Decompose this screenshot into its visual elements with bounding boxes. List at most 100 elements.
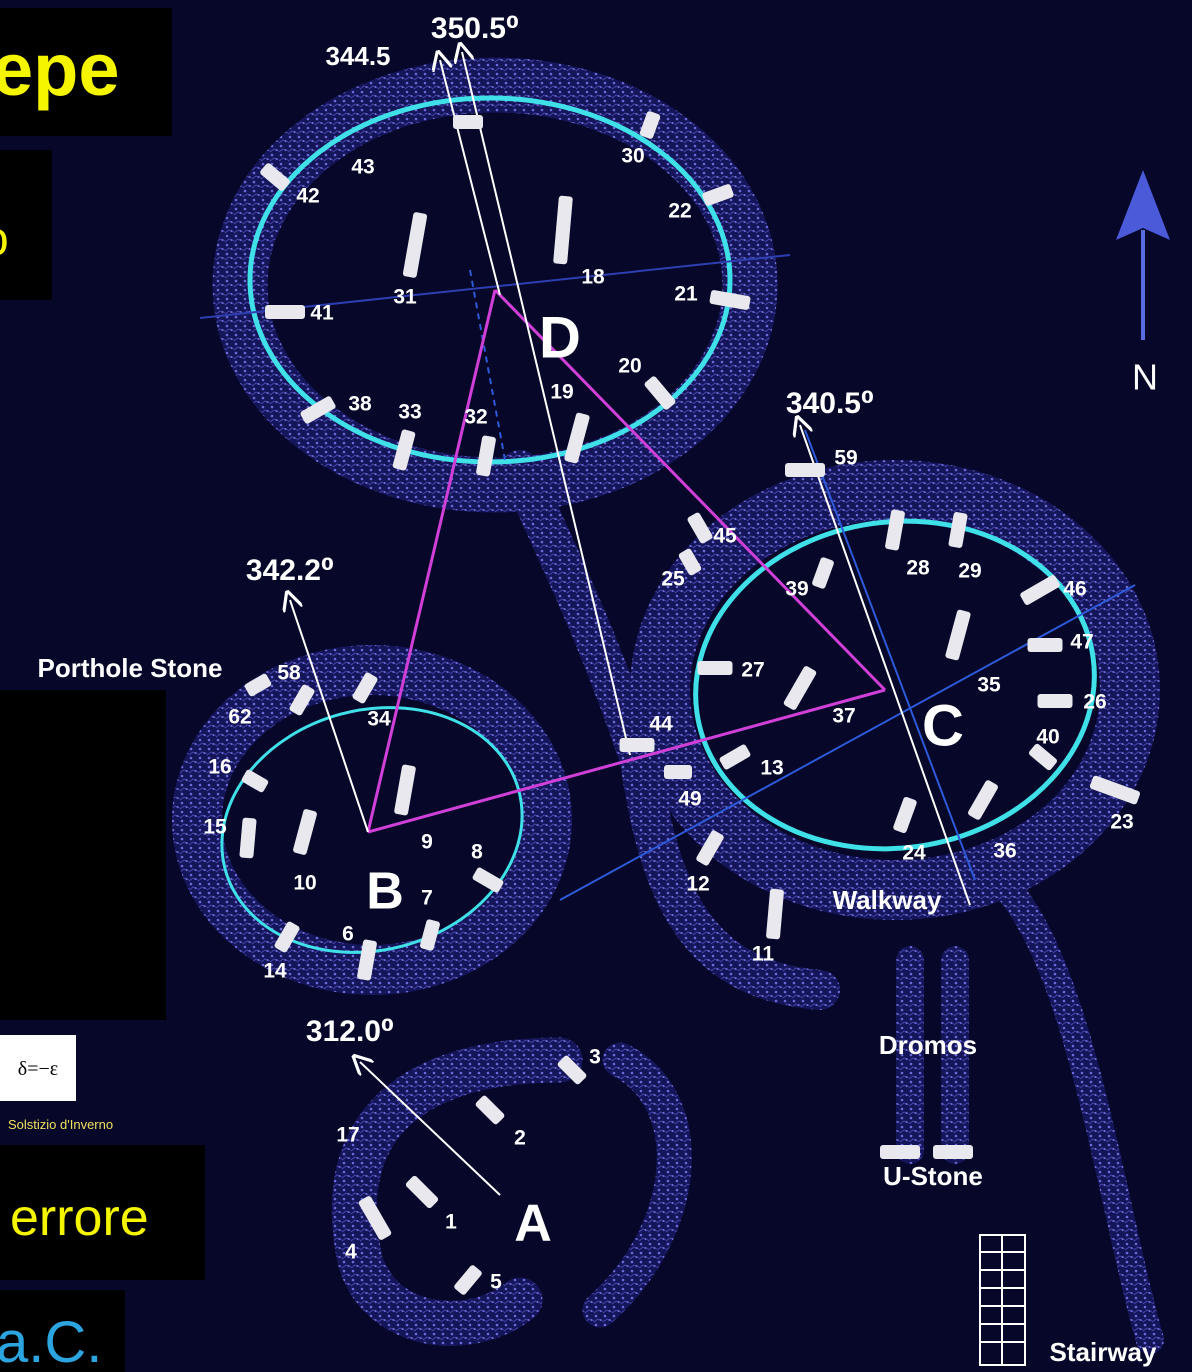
stone-number: 5 bbox=[490, 1271, 502, 1294]
site-plan: epe o δ=−ε Solstizio d'Inverno errore a.… bbox=[0, 0, 1192, 1372]
stone-number: 32 bbox=[464, 406, 487, 429]
stone-number: 42 bbox=[296, 185, 319, 208]
stone-number: 59 bbox=[834, 447, 857, 470]
stone-number: 11 bbox=[752, 943, 775, 966]
stone-number: 38 bbox=[348, 393, 372, 416]
bearing-label: 344.5 bbox=[325, 41, 390, 71]
stone-number: 44 bbox=[649, 713, 673, 736]
stone-number: 29 bbox=[958, 560, 981, 583]
stone-number: 49 bbox=[678, 788, 701, 811]
pillar bbox=[292, 808, 317, 855]
stone-number: 26 bbox=[1083, 691, 1106, 714]
stone-number: 24 bbox=[902, 842, 926, 865]
stone-number: 1 bbox=[445, 1211, 457, 1234]
caption: Solstizio d'Inverno bbox=[8, 1117, 113, 1132]
stone-number: 3 bbox=[589, 1046, 601, 1069]
stone-number: 4 bbox=[345, 1241, 357, 1264]
stone-number: 27 bbox=[741, 659, 764, 682]
stone-number: 21 bbox=[674, 283, 698, 306]
stone-number: 9 bbox=[421, 831, 433, 854]
pillar bbox=[766, 888, 784, 939]
stone-number: 25 bbox=[661, 568, 685, 591]
stone-number: 23 bbox=[1110, 811, 1133, 834]
stone-number: 30 bbox=[621, 145, 644, 168]
stairway bbox=[980, 1235, 1025, 1365]
pillar bbox=[933, 1145, 973, 1159]
stone-number: 45 bbox=[713, 525, 737, 548]
pillar bbox=[265, 305, 305, 319]
stone-number: 36 bbox=[993, 840, 1016, 863]
stone-number: 17 bbox=[336, 1124, 359, 1147]
pillar bbox=[945, 609, 971, 661]
bearing-label: 350.5⁰ bbox=[431, 12, 519, 45]
enclosure-label: D bbox=[539, 305, 581, 370]
stone-number: 47 bbox=[1070, 631, 1093, 654]
feature-label: U-Stone bbox=[883, 1161, 983, 1191]
pillar bbox=[892, 796, 917, 834]
stone-number: 16 bbox=[208, 756, 231, 779]
pillar bbox=[402, 212, 427, 278]
stone-number: 35 bbox=[977, 674, 1001, 697]
pillar bbox=[553, 196, 573, 265]
walls bbox=[197, 85, 1150, 1340]
bearing-label: 340.5⁰ bbox=[786, 387, 874, 420]
pillar bbox=[241, 769, 270, 794]
pillar bbox=[880, 1145, 920, 1159]
pillar bbox=[1038, 694, 1073, 708]
formula: δ=−ε bbox=[18, 1058, 58, 1080]
stone-number: 18 bbox=[581, 266, 605, 289]
stone-number: 7 bbox=[421, 887, 433, 910]
stone-number: 31 bbox=[393, 286, 417, 309]
subtitle-fragment: o bbox=[0, 213, 9, 266]
pillar bbox=[405, 1175, 440, 1210]
stone-number: 8 bbox=[471, 841, 483, 864]
stone-number: 33 bbox=[398, 401, 421, 424]
stone-number: 2 bbox=[514, 1127, 526, 1150]
stone-number: 15 bbox=[203, 816, 227, 839]
bearing-label: 342.2⁰ bbox=[246, 554, 334, 587]
pillar bbox=[811, 557, 834, 590]
stone-number: 19 bbox=[550, 381, 573, 404]
feature-label: Walkway bbox=[833, 885, 942, 915]
stone-number: 13 bbox=[760, 757, 783, 780]
pillar bbox=[698, 661, 733, 675]
stone-number: 40 bbox=[1036, 726, 1059, 749]
stone-number: 41 bbox=[310, 302, 334, 325]
pillar bbox=[664, 765, 692, 779]
blank-box bbox=[0, 690, 166, 1020]
feature-label: Porthole Stone bbox=[38, 653, 223, 683]
enclosure-label: A bbox=[514, 1195, 552, 1253]
date-fragment: a.C. bbox=[0, 1310, 102, 1372]
pillar bbox=[474, 1094, 505, 1125]
title-fragment: epe bbox=[0, 28, 120, 111]
stone-number: 14 bbox=[263, 960, 287, 983]
enclosure-label: C bbox=[922, 693, 964, 758]
pillar bbox=[453, 1264, 483, 1296]
stone-number: 58 bbox=[277, 662, 301, 685]
stone-number: 46 bbox=[1063, 578, 1086, 601]
stone-number: 28 bbox=[906, 557, 930, 580]
stone-number: 43 bbox=[351, 156, 374, 179]
pillar bbox=[967, 779, 999, 821]
feature-label: N bbox=[1132, 357, 1158, 398]
stone-number: 6 bbox=[342, 923, 354, 946]
stone-number: 10 bbox=[293, 872, 316, 895]
stone-number: 34 bbox=[367, 708, 391, 731]
stone-number: 37 bbox=[832, 705, 855, 728]
bearing-label: 312.0⁰ bbox=[306, 1015, 394, 1048]
enclosure-label: B bbox=[366, 863, 404, 921]
feature-label: Stairway bbox=[1050, 1337, 1157, 1367]
feature-label: Dromos bbox=[879, 1030, 977, 1060]
stone-number: 62 bbox=[228, 706, 251, 729]
note-fragment: errore bbox=[10, 1189, 149, 1247]
pillar bbox=[1019, 574, 1061, 606]
pillar bbox=[620, 738, 655, 752]
stone-number: 22 bbox=[668, 200, 691, 223]
pillar bbox=[472, 866, 505, 893]
north-arrow bbox=[1116, 170, 1170, 340]
stone-number: 20 bbox=[618, 355, 641, 378]
pillar bbox=[394, 764, 416, 816]
pillar bbox=[785, 463, 825, 477]
pillar bbox=[783, 665, 818, 711]
stone-number: 12 bbox=[686, 873, 709, 896]
